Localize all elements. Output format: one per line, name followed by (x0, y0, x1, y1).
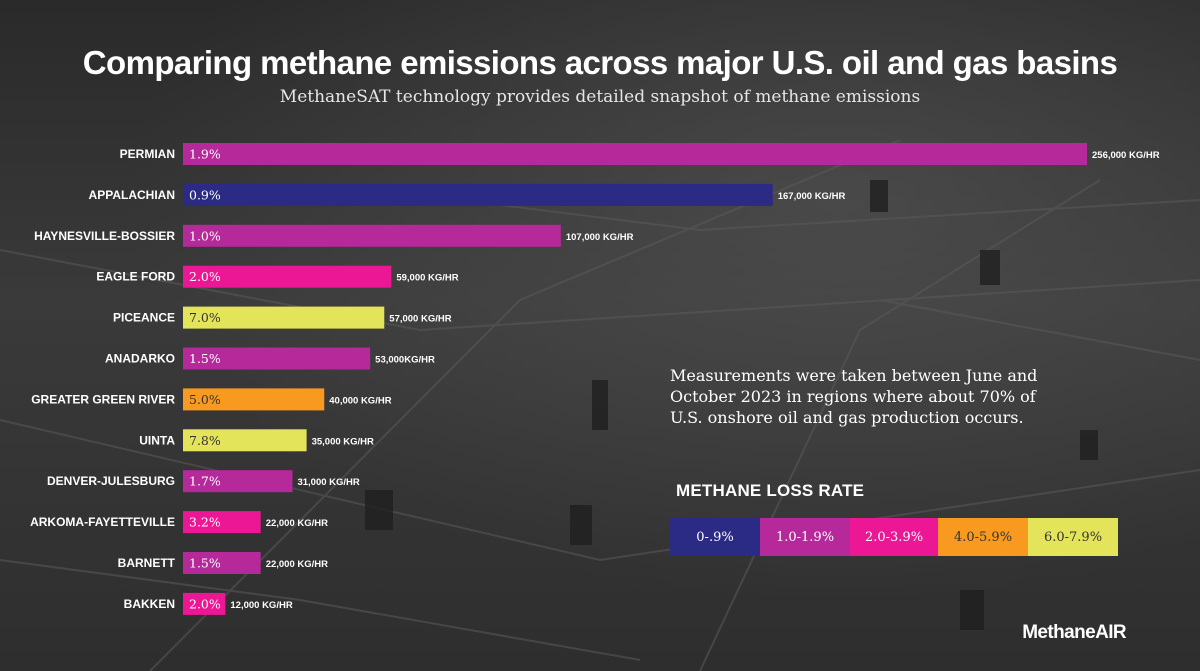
category-label: GREATER GREEN RIVER (31, 392, 175, 406)
bar (183, 143, 1087, 165)
loss-rate-label: 5.0% (189, 392, 221, 407)
measurement-note: Measurements were taken between June and… (670, 366, 1038, 427)
loss-rate-label: 2.0% (189, 596, 221, 611)
chart-subtitle: MethaneSAT technology provides detailed … (279, 87, 921, 107)
legend-item: 0-.9% (670, 518, 760, 556)
category-label: HAYNESVILLE-BOSSIER (34, 229, 175, 243)
loss-rate-label: 1.5% (189, 556, 221, 571)
value-label: 31,000 KG/HR (297, 477, 359, 488)
category-label: EAGLE FORD (96, 270, 175, 284)
bar (183, 347, 371, 370)
methaneair-logo: MethaneAIR (1022, 622, 1126, 643)
value-label: 12,000 KG/HR (230, 600, 292, 611)
category-label: ARKOMA-FAYETTEVILLE (30, 515, 175, 529)
loss-rate-label: 7.0% (189, 310, 221, 325)
value-label: 22,000 KG/HR (266, 518, 328, 529)
loss-rate-label: 1.9% (189, 147, 221, 162)
bar (183, 470, 293, 493)
legend-item: 1.0-1.9% (760, 518, 850, 556)
bar (183, 511, 261, 534)
bar (183, 306, 385, 329)
legend-title: METHANE LOSS RATE (676, 481, 865, 500)
bar (183, 265, 392, 288)
category-label: APPALACHIAN (89, 188, 175, 202)
legend-item: 6.0-7.9% (1028, 518, 1118, 556)
value-label: 256,000 KG/HR (1092, 150, 1160, 161)
loss-rate-label: 2.0% (189, 269, 221, 284)
category-label: UINTA (139, 433, 175, 447)
bar (183, 183, 773, 206)
bar (183, 224, 561, 247)
loss-rate-label: 1.0% (189, 228, 221, 243)
category-label: BAKKEN (124, 597, 175, 611)
bar (183, 592, 226, 615)
value-label: 22,000 KG/HR (266, 559, 328, 570)
category-label: DENVER-JULESBURG (47, 474, 175, 488)
bar (183, 388, 325, 411)
bar (183, 552, 261, 574)
value-label: 107,000 KG/HR (566, 232, 634, 243)
loss-rate-legend: 0-.9% 1.0-1.9% 2.0-3.9% 4.0-5.9% 6.0-7.9% (670, 518, 1118, 556)
legend-item: 2.0-3.9% (850, 518, 938, 556)
value-label: 59,000 KG/HR (396, 273, 458, 284)
loss-rate-label: 1.5% (189, 351, 221, 366)
value-label: 167,000 KG/HR (778, 191, 846, 202)
loss-rate-label: 3.2% (189, 515, 221, 530)
bar (183, 429, 307, 452)
category-label: PERMIAN (120, 147, 175, 161)
category-label: BARNETT (118, 556, 176, 570)
value-label: 57,000 KG/HR (389, 314, 451, 325)
value-label: 40,000 KG/HR (329, 395, 391, 406)
value-label: 53,000KG/HR (375, 355, 435, 366)
category-label: ANADARKO (105, 352, 175, 366)
loss-rate-label: 1.7% (189, 474, 221, 489)
chart-title: Comparing methane emissions across major… (82, 44, 1118, 81)
legend-item: 4.0-5.9% (938, 518, 1028, 556)
category-label: PICEANCE (113, 311, 175, 325)
loss-rate-label: 0.9% (189, 187, 221, 202)
loss-rate-label: 7.8% (189, 433, 221, 448)
value-label: 35,000 KG/HR (312, 436, 374, 447)
